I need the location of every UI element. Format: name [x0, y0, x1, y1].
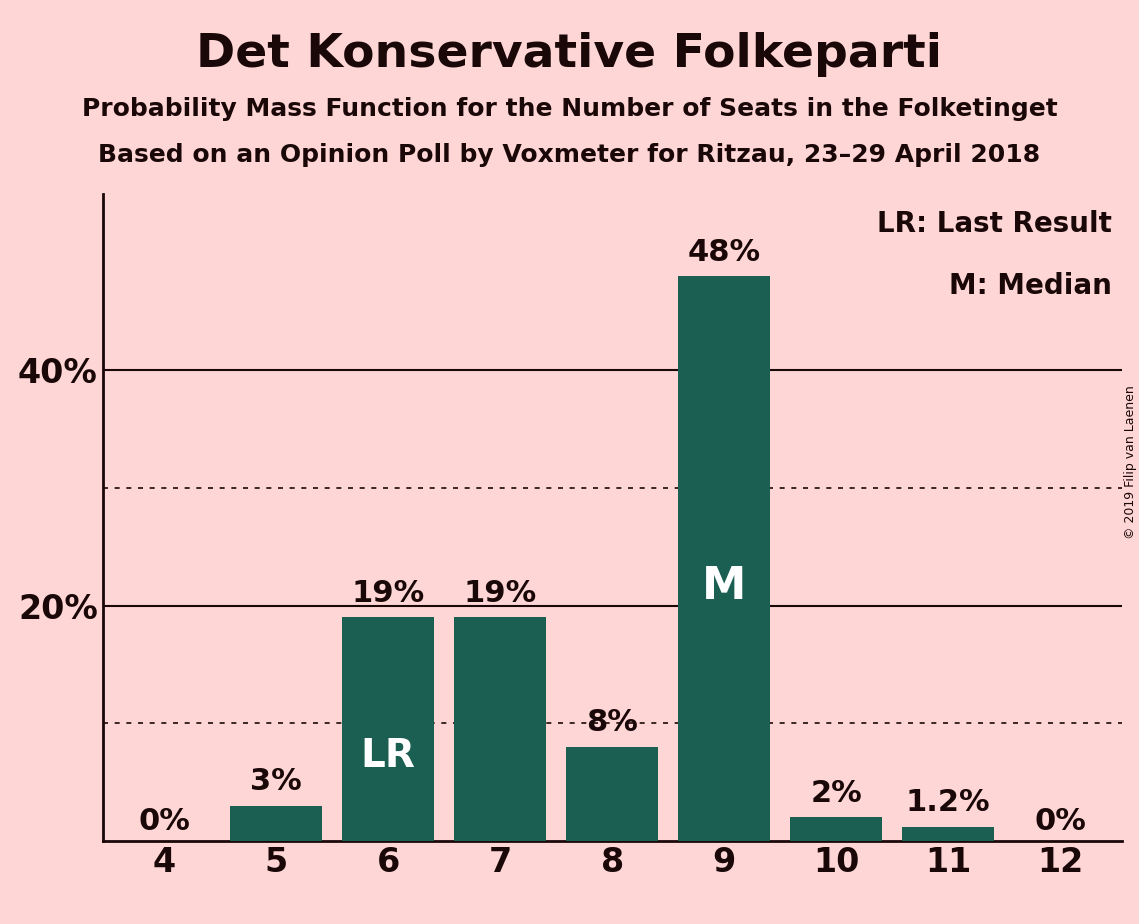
Text: Det Konservative Folkeparti: Det Konservative Folkeparti	[197, 32, 942, 78]
Text: Probability Mass Function for the Number of Seats in the Folketinget: Probability Mass Function for the Number…	[82, 97, 1057, 121]
Text: LR: LR	[361, 737, 416, 775]
Bar	[454, 617, 546, 841]
Text: © 2019 Filip van Laenen: © 2019 Filip van Laenen	[1124, 385, 1137, 539]
Text: Based on an Opinion Poll by Voxmeter for Ritzau, 23–29 April 2018: Based on an Opinion Poll by Voxmeter for…	[98, 143, 1041, 167]
Text: 19%: 19%	[464, 579, 536, 608]
Text: LR: Last Result: LR: Last Result	[877, 211, 1112, 238]
Text: 19%: 19%	[352, 579, 425, 608]
Text: 0%: 0%	[138, 808, 190, 836]
Text: 8%: 8%	[587, 709, 638, 737]
Text: 48%: 48%	[688, 238, 761, 267]
Text: 2%: 2%	[810, 779, 862, 808]
Bar	[342, 617, 434, 841]
Bar	[566, 747, 658, 841]
Text: M: Median: M: Median	[949, 272, 1112, 299]
Bar	[230, 806, 322, 841]
Bar	[902, 827, 994, 841]
Text: 0%: 0%	[1034, 808, 1087, 836]
Bar	[790, 818, 883, 841]
Bar	[679, 276, 770, 841]
Text: M: M	[702, 565, 746, 608]
Text: 1.2%: 1.2%	[906, 788, 991, 818]
Text: 3%: 3%	[251, 767, 302, 796]
